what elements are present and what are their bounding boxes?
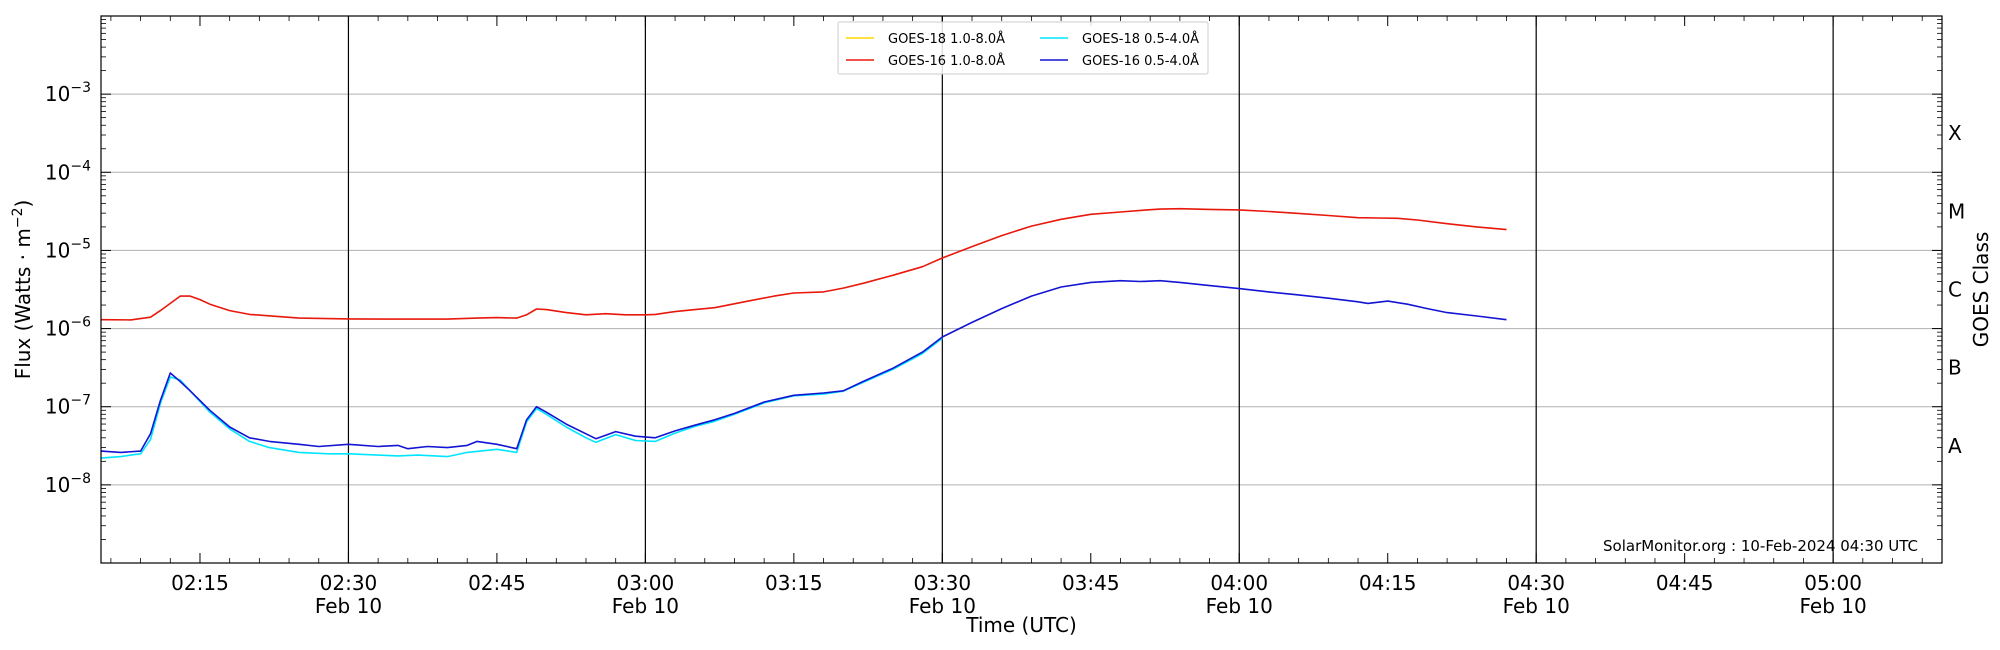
x-tick-date-label: Feb 10: [1206, 594, 1273, 618]
y-tick-label: 10−7: [45, 393, 91, 419]
axis-ticks: [101, 16, 1942, 563]
x-tick-label: 04:00: [1210, 571, 1268, 595]
x-tick-label: 02:30: [320, 571, 378, 595]
series-lines: [100, 207, 1507, 459]
goes-class-label: B: [1948, 356, 1962, 380]
series-line: [100, 279, 1507, 454]
series-line: [100, 337, 943, 459]
x-tick-label: 04:15: [1359, 571, 1417, 595]
grid-lines: [101, 93, 1942, 486]
y-axis-title: Flux (Watts · m−2): [10, 200, 35, 380]
series-line: [100, 207, 1507, 321]
x-tick-label: 05:00: [1804, 571, 1862, 595]
x-tick-date-label: Feb 10: [1503, 594, 1570, 618]
source-annotation: SolarMonitor.org : 10-Feb-2024 04:30 UTC: [1603, 537, 1918, 555]
x-tick-label: 03:15: [765, 571, 823, 595]
legend-box: [837, 21, 1209, 75]
x-tick-date-label: Feb 10: [1800, 594, 1867, 618]
legend-label: GOES-18 0.5-4.0Å: [1082, 31, 1199, 47]
legend-label: GOES-16 0.5-4.0Å: [1082, 53, 1199, 69]
goes-class-label: A: [1948, 434, 1962, 458]
goes-class-labels: A B C M X: [1948, 121, 1965, 458]
x-tick-label: 04:45: [1656, 571, 1714, 595]
y-tick-label: 10−8: [45, 471, 91, 497]
x-tick-label: 02:45: [468, 571, 526, 595]
x-tick-label: 03:00: [617, 571, 675, 595]
x-axis-title: Time (UTC): [965, 613, 1077, 637]
x-tick-date-label: Feb 10: [315, 594, 382, 618]
goes-class-label: X: [1948, 121, 1962, 145]
x-tick-label: 03:30: [913, 571, 971, 595]
goes-class-label: C: [1948, 278, 1962, 302]
x-tick-label: 03:45: [1062, 571, 1120, 595]
y-tick-label: 10−4: [45, 158, 91, 184]
goes-class-axis-title: GOES Class: [1969, 232, 1993, 348]
y-tick-label: 10−3: [45, 80, 91, 106]
y-tick-label: 10−5: [45, 236, 91, 262]
x-tick-label: 02:15: [171, 571, 229, 595]
x-tick-label: 04:30: [1507, 571, 1565, 595]
goes-class-label: M: [1948, 199, 1965, 223]
legend-label: GOES-18 1.0-8.0Å: [888, 31, 1005, 47]
y-tick-label: 10−6: [45, 315, 91, 341]
day-marker-lines: [347, 16, 1834, 563]
x-tick-date-label: Feb 10: [909, 594, 976, 618]
x-tick-date-label: Feb 10: [612, 594, 679, 618]
y-tick-labels: 10−8 10−7 10−6 10−5 10−4 10−3: [45, 80, 91, 497]
legend-label: GOES-16 1.0-8.0Å: [888, 53, 1005, 69]
plot-frame: [100, 15, 1943, 564]
legend: GOES-18 1.0-8.0Å GOES-16 1.0-8.0Å GOES-18 …: [837, 21, 1209, 75]
